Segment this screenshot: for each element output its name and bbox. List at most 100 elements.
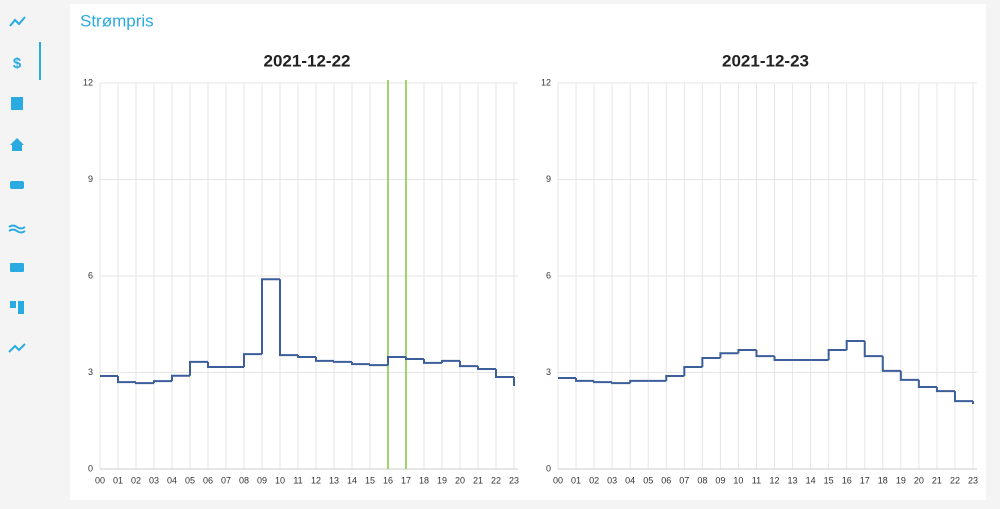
step-segment <box>629 379 649 384</box>
x-tick-label: 10 <box>275 475 285 485</box>
step-segment <box>863 340 883 358</box>
icon-print[interactable] <box>10 263 24 272</box>
x-tick-label: 21 <box>473 475 483 485</box>
step-segment <box>117 376 136 384</box>
x-tick-label: 13 <box>329 475 339 485</box>
step-segment <box>755 349 775 358</box>
icon-dashboard-2 <box>18 301 24 314</box>
x-tick-label: 08 <box>697 475 707 485</box>
step-segment <box>683 366 703 377</box>
step-segment <box>575 377 595 382</box>
step-segment <box>773 356 793 361</box>
y-tick-label: 6 <box>88 270 93 280</box>
x-tick-label: 16 <box>842 475 852 485</box>
step-segment <box>719 352 739 359</box>
y-tick-label: 12 <box>83 77 93 87</box>
x-tick-label: 20 <box>914 475 924 485</box>
step-segment <box>333 360 352 363</box>
chart-title: 2021-12-23 <box>722 51 809 70</box>
step-segment <box>135 382 154 385</box>
x-tick-label: 06 <box>203 475 213 485</box>
step-segment <box>369 364 388 367</box>
icon-dollar[interactable]: $ <box>13 55 22 72</box>
card <box>70 4 986 500</box>
icon-chart[interactable] <box>8 343 26 353</box>
x-tick-label: 19 <box>896 475 906 485</box>
x-tick-label: 15 <box>365 475 375 485</box>
x-tick-label: 17 <box>401 475 411 485</box>
step-segment <box>207 361 226 369</box>
step-segment <box>899 370 919 381</box>
step-segment <box>189 360 208 376</box>
x-tick-label: 14 <box>347 475 357 485</box>
x-tick-label: 05 <box>185 475 195 485</box>
step-segment <box>441 359 460 363</box>
step-segment <box>243 353 262 368</box>
x-tick-label: 03 <box>149 475 159 485</box>
step-segment <box>665 375 685 381</box>
x-tick-label: 08 <box>239 475 249 485</box>
y-tick-label: 0 <box>88 463 93 473</box>
chart-title: 2021-12-22 <box>264 51 351 70</box>
y-tick-label: 6 <box>546 270 551 280</box>
x-tick-label: 05 <box>643 475 653 485</box>
x-tick-label: 09 <box>257 475 267 485</box>
step-segment <box>297 355 316 359</box>
x-tick-label: 11 <box>752 475 761 485</box>
step-segment <box>153 380 172 384</box>
x-tick-label: 18 <box>419 475 429 485</box>
x-tick-label: 02 <box>589 475 599 485</box>
x-tick-label: 04 <box>625 475 635 485</box>
x-tick-label: 20 <box>455 475 465 485</box>
x-tick-label: 13 <box>788 475 798 485</box>
y-tick-label: 9 <box>88 174 93 184</box>
step-segment <box>827 348 847 360</box>
icon-dashboard[interactable] <box>10 301 16 308</box>
x-tick-label: 14 <box>806 475 816 485</box>
icon-list[interactable] <box>11 97 23 110</box>
step-segment <box>917 379 937 388</box>
step-segment <box>845 339 865 350</box>
x-tick-label: 22 <box>950 475 960 485</box>
y-tick-label: 0 <box>546 463 551 473</box>
x-tick-label: 04 <box>167 475 177 485</box>
x-tick-label: 02 <box>131 475 141 485</box>
step-segment <box>701 357 721 368</box>
step-segment <box>423 358 442 364</box>
y-tick-label: 12 <box>541 77 551 87</box>
step-segment <box>459 360 478 368</box>
x-tick-label: 06 <box>661 475 671 485</box>
sidebar-icons: $ <box>8 16 41 353</box>
sidebar: $ <box>0 0 42 504</box>
step-segment <box>387 356 406 366</box>
x-tick-label: 22 <box>491 475 501 485</box>
step-segment <box>935 386 955 393</box>
x-tick-label: 09 <box>715 475 725 485</box>
step-segment <box>953 391 973 403</box>
step-segment <box>405 357 424 360</box>
x-tick-label: 17 <box>860 475 870 485</box>
step-segment <box>279 279 298 357</box>
x-tick-label: 01 <box>571 475 581 485</box>
x-tick-label: 23 <box>968 475 978 485</box>
icon-car[interactable] <box>10 181 24 189</box>
x-tick-label: 12 <box>311 475 321 485</box>
x-tick-label: 07 <box>221 475 231 485</box>
x-tick-label: 12 <box>770 475 780 485</box>
step-segment <box>881 356 901 372</box>
active-indicator <box>39 42 41 80</box>
icon-home[interactable] <box>10 138 24 151</box>
x-tick-label: 00 <box>553 475 563 485</box>
step-segment <box>315 357 334 362</box>
x-tick-label: 00 <box>95 475 105 485</box>
icon-swim[interactable] <box>8 224 26 234</box>
step-segment <box>351 361 370 366</box>
icon-trend[interactable] <box>9 16 26 27</box>
x-tick-label: 10 <box>733 475 743 485</box>
step-segment <box>261 278 280 355</box>
x-tick-label: 03 <box>607 475 617 485</box>
x-tick-label: 23 <box>509 475 519 485</box>
page-title: Strømpris <box>80 11 154 30</box>
